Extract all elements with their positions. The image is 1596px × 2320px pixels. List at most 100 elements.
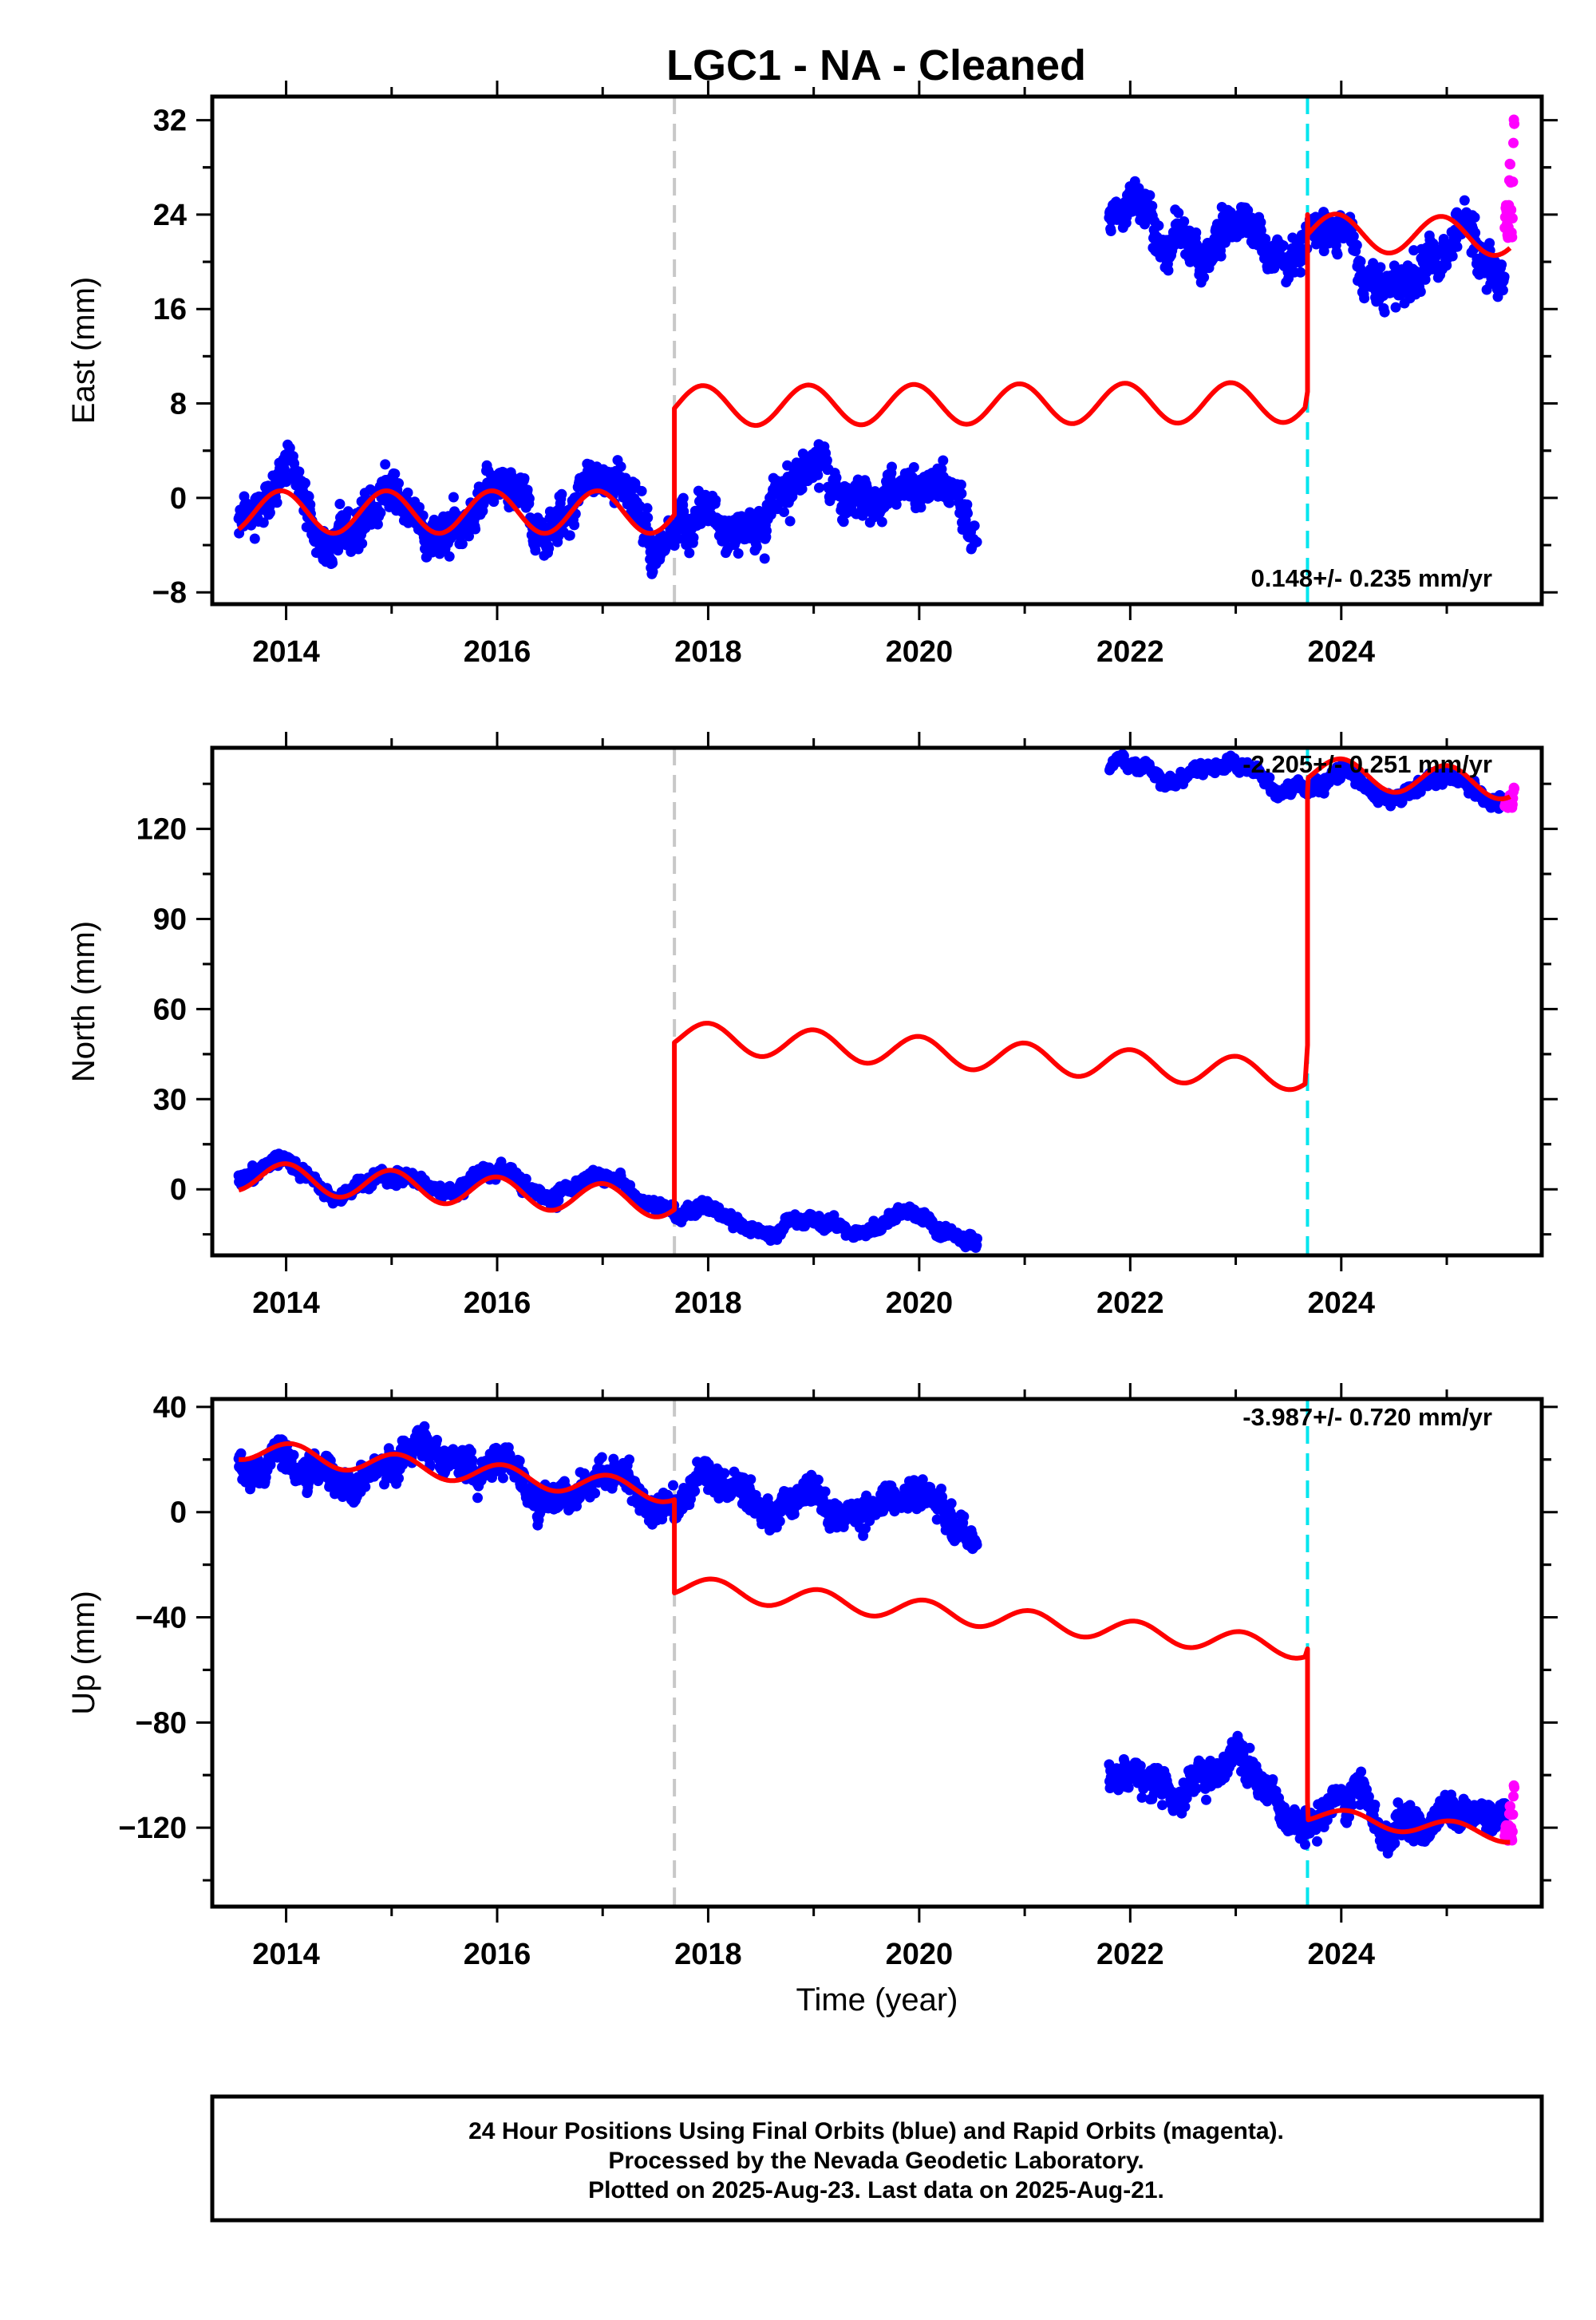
data-point bbox=[689, 532, 699, 543]
x-tick-label: 2022 bbox=[1096, 635, 1164, 669]
x-tick-label: 2024 bbox=[1308, 1286, 1376, 1320]
data-point bbox=[300, 478, 310, 488]
data-point bbox=[569, 520, 579, 530]
data-point bbox=[1278, 240, 1289, 251]
x-tick-label: 2022 bbox=[1096, 1286, 1164, 1320]
y-tick-label: 8 bbox=[170, 388, 187, 421]
data-point bbox=[832, 472, 842, 483]
data-point bbox=[393, 478, 404, 488]
data-point bbox=[543, 543, 554, 554]
data-point bbox=[389, 468, 400, 479]
data-point bbox=[752, 542, 762, 552]
data-point bbox=[380, 459, 390, 469]
x-tick-label: 2016 bbox=[464, 635, 531, 669]
data-point bbox=[1448, 251, 1458, 262]
data-point bbox=[1199, 272, 1209, 283]
data-point bbox=[524, 493, 535, 504]
data-point bbox=[814, 483, 824, 493]
figure-title: LGC1 - NA - Cleaned bbox=[666, 41, 1086, 89]
data-point bbox=[1499, 271, 1510, 282]
model-curve bbox=[239, 759, 1510, 1217]
y-tick-label: 60 bbox=[153, 993, 187, 1026]
data-point bbox=[785, 516, 796, 527]
data-point bbox=[779, 507, 789, 517]
data-point bbox=[1179, 216, 1189, 227]
y-tick-label: 90 bbox=[153, 903, 187, 937]
data-point bbox=[403, 488, 413, 498]
data-point bbox=[938, 456, 948, 466]
rapid-point bbox=[1507, 232, 1517, 243]
data-point bbox=[565, 530, 575, 540]
data-point bbox=[1216, 251, 1227, 262]
x-tick-label: 2014 bbox=[252, 635, 320, 669]
data-point bbox=[972, 1234, 982, 1244]
data-point bbox=[962, 508, 973, 519]
data-point bbox=[822, 455, 832, 465]
data-point bbox=[1452, 242, 1463, 252]
plot-area bbox=[234, 1399, 1520, 1907]
y-tick-label: 16 bbox=[153, 293, 187, 326]
data-point bbox=[265, 508, 275, 518]
x-tick-label: 2018 bbox=[674, 635, 742, 669]
plot-area bbox=[234, 748, 1520, 1255]
final-orbit-series-1 bbox=[234, 1148, 680, 1218]
x-tick-label: 2014 bbox=[252, 1286, 320, 1320]
data-point bbox=[1470, 212, 1480, 223]
y-tick-label: 0 bbox=[170, 1173, 187, 1207]
data-point bbox=[1380, 307, 1390, 318]
data-point bbox=[327, 558, 338, 568]
data-point bbox=[1416, 287, 1426, 297]
data-point bbox=[1498, 285, 1508, 295]
data-point bbox=[684, 547, 694, 558]
y-tick-label: 32 bbox=[153, 105, 187, 138]
y-tick-label: −8 bbox=[152, 576, 187, 610]
x-tick-label: 2020 bbox=[886, 1286, 954, 1320]
data-point bbox=[1496, 259, 1507, 270]
x-tick-label: 2024 bbox=[1308, 635, 1376, 669]
data-point bbox=[448, 492, 459, 503]
model-curve bbox=[239, 214, 1510, 533]
data-point bbox=[530, 545, 540, 555]
data-point bbox=[334, 499, 345, 509]
data-point bbox=[637, 486, 647, 496]
data-point bbox=[1163, 265, 1174, 275]
data-point bbox=[733, 548, 744, 559]
y-axis-label: North (mm) bbox=[66, 921, 101, 1082]
final-orbit-series-1 bbox=[234, 439, 982, 579]
data-point bbox=[642, 503, 653, 513]
data-point bbox=[357, 539, 367, 549]
data-point bbox=[519, 473, 530, 484]
data-point bbox=[970, 520, 980, 531]
data-point bbox=[887, 462, 897, 472]
data-point bbox=[710, 495, 721, 505]
plot-area bbox=[234, 97, 1520, 604]
data-point bbox=[294, 467, 304, 477]
rapid-point bbox=[1509, 784, 1519, 794]
final-orbit-series-2 bbox=[670, 1195, 982, 1253]
data-point bbox=[1375, 262, 1385, 272]
data-point bbox=[642, 512, 653, 523]
data-point bbox=[1295, 267, 1306, 278]
data-point bbox=[1147, 201, 1157, 211]
velocity-label: 0.148+/- 0.235 mm/yr bbox=[1251, 564, 1492, 592]
data-point bbox=[812, 470, 823, 480]
rapid-point bbox=[1505, 159, 1515, 169]
data-point bbox=[956, 488, 966, 499]
x-tick-label: 2020 bbox=[886, 635, 954, 669]
data-point bbox=[1144, 190, 1155, 200]
data-point bbox=[1352, 240, 1362, 251]
data-point bbox=[761, 526, 772, 536]
data-point bbox=[678, 493, 689, 504]
velocity-label: -2.205+/- 0.251 mm/yr bbox=[1242, 750, 1492, 778]
data-point bbox=[760, 553, 770, 563]
rapid-point bbox=[1507, 176, 1518, 187]
y-tick-label: 120 bbox=[136, 813, 187, 847]
rapid-point bbox=[1509, 119, 1519, 129]
data-point bbox=[956, 480, 966, 490]
y-axis-label: East (mm) bbox=[66, 277, 101, 424]
data-point bbox=[375, 508, 385, 518]
